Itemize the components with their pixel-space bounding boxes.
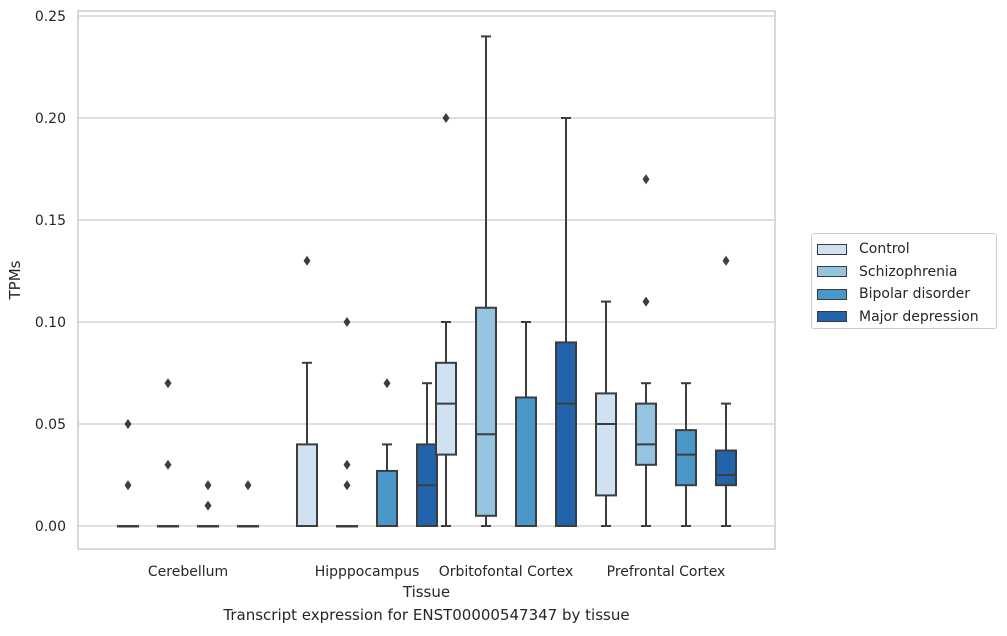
box-major-depression — [237, 480, 259, 528]
box-schizophrenia — [336, 317, 358, 528]
box-body — [635, 402, 657, 466]
outlier-point — [642, 174, 650, 185]
gridlines — [78, 15, 775, 527]
legend: Control Schizophrenia Bipolar disorder M… — [811, 233, 997, 329]
outlier-point — [343, 317, 351, 327]
y-tick-label: 0.25 — [35, 9, 66, 25]
outlier-point — [204, 500, 212, 511]
legend-item-schizophrenia: Schizophrenia — [812, 261, 996, 284]
outlier-point — [642, 296, 650, 307]
box-schizophrenia — [475, 35, 497, 527]
legend-label-major-depression: Major depression — [859, 308, 979, 325]
legend-swatch-bipolar-disorder — [817, 288, 847, 300]
outlier-point — [164, 459, 172, 470]
legend-swatch-schizophrenia — [817, 266, 847, 278]
box-body — [376, 469, 398, 528]
box-body — [675, 429, 697, 487]
box-groups — [117, 35, 737, 528]
legend-label-bipolar-disorder: Bipolar disorder — [859, 286, 971, 303]
box-body — [515, 396, 537, 528]
y-axis-label: TPMs — [6, 260, 24, 300]
box-body — [296, 443, 318, 527]
box-control — [595, 300, 617, 527]
legend-swatch-control — [817, 243, 847, 255]
box-major-depression — [416, 382, 438, 527]
outlier-point — [124, 480, 132, 491]
box-major-depression — [555, 117, 577, 527]
x-tick-labels: Cerebellum Hipppocampus Orbitofontal Corte… — [148, 564, 725, 580]
legend-item-major-depression: Major depression — [812, 306, 996, 329]
box-body — [475, 306, 497, 517]
y-tick-label: 0.20 — [35, 111, 66, 127]
box-body — [435, 361, 457, 456]
box-body — [555, 341, 577, 527]
box-bipolar-disorder — [197, 480, 219, 528]
box-schizophrenia — [635, 174, 657, 527]
box-body — [595, 392, 617, 497]
outlier-point — [204, 480, 212, 491]
x-tick-label: Prefrontal Cortex — [607, 564, 726, 580]
plot-frame — [77, 10, 776, 550]
outlier-point — [244, 480, 252, 491]
x-tick-label: Hipppocampus — [315, 564, 420, 580]
legend-item-control: Control — [812, 238, 996, 261]
y-tick-label: 0.05 — [35, 417, 66, 433]
outlier-point — [383, 378, 391, 389]
box-control — [296, 255, 318, 527]
box-control — [117, 419, 139, 528]
y-tick-label: 0.15 — [35, 213, 66, 229]
outlier-point — [722, 255, 730, 266]
box-schizophrenia — [157, 378, 179, 528]
y-tick-label: 0.10 — [35, 315, 66, 331]
legend-swatch-major-depression — [817, 311, 847, 323]
box-control — [435, 113, 457, 527]
outlier-point — [343, 480, 351, 491]
outlier-point — [442, 113, 450, 123]
outlier-point — [343, 459, 351, 470]
box-major-depression — [715, 255, 737, 527]
y-tick-label: 0.00 — [35, 519, 66, 535]
y-tick-labels: 0.00 0.05 0.10 0.15 0.20 0.25 — [35, 9, 66, 535]
legend-label-control: Control — [859, 241, 910, 258]
legend-item-bipolar-disorder: Bipolar disorder — [812, 283, 996, 306]
box-body — [715, 449, 737, 487]
x-tick-label: Orbitofontal Cortex — [439, 564, 574, 580]
outlier-point — [164, 378, 172, 389]
box-bipolar-disorder — [675, 382, 697, 527]
outlier-point — [124, 419, 132, 429]
legend-label-schizophrenia: Schizophrenia — [859, 263, 958, 280]
box-bipolar-disorder — [515, 321, 537, 528]
x-tick-label: Cerebellum — [148, 564, 228, 580]
outlier-point — [303, 255, 311, 266]
box-bipolar-disorder — [376, 378, 398, 528]
figure-caption: Transcript expression for ENST0000054734… — [223, 606, 630, 624]
x-axis-label: Tissue — [402, 583, 450, 601]
